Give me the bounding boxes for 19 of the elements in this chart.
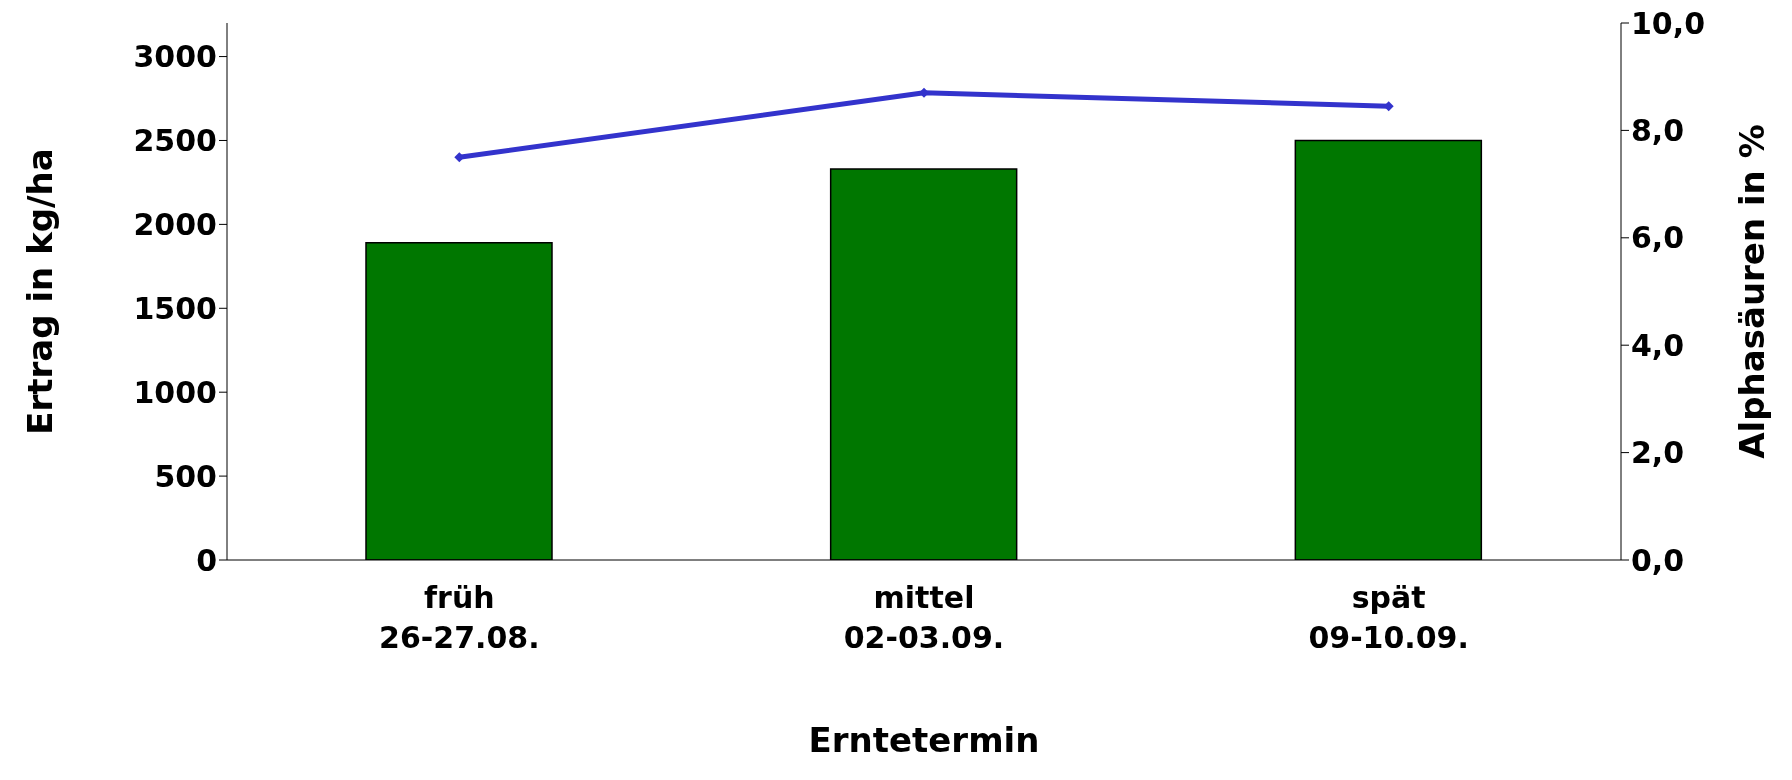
y-tick-label: 2000 [133, 207, 217, 243]
y2-axis-title: Alphasäuren in % [1732, 124, 1773, 459]
y2-tick-label: 2,0 [1631, 435, 1685, 471]
y-tick-label: 1000 [133, 374, 217, 410]
x-tick-label: früh 26-27.08. [379, 580, 540, 655]
y2-tick-label: 0,0 [1631, 542, 1685, 578]
y-tick-label: 2500 [133, 123, 217, 159]
y2-tick-label: 6,0 [1631, 220, 1685, 256]
y-tick-label: 1500 [133, 290, 217, 326]
x-tick-label: spät 09-10.09. [1308, 580, 1469, 655]
y-tick-label: 3000 [133, 39, 217, 75]
y-tick-label: 0 [196, 542, 217, 578]
y2-tick-label: 10,0 [1631, 5, 1706, 41]
y-axis-title: Ertrag in kg/ha [20, 148, 61, 435]
x-axis-title: Erntetermin [808, 720, 1040, 760]
y2-tick-label: 4,0 [1631, 327, 1685, 363]
y2-tick-label: 8,0 [1631, 113, 1685, 149]
y-tick-label: 500 [154, 458, 217, 494]
x-tick-label: mittel 02-03.09. [843, 580, 1005, 655]
